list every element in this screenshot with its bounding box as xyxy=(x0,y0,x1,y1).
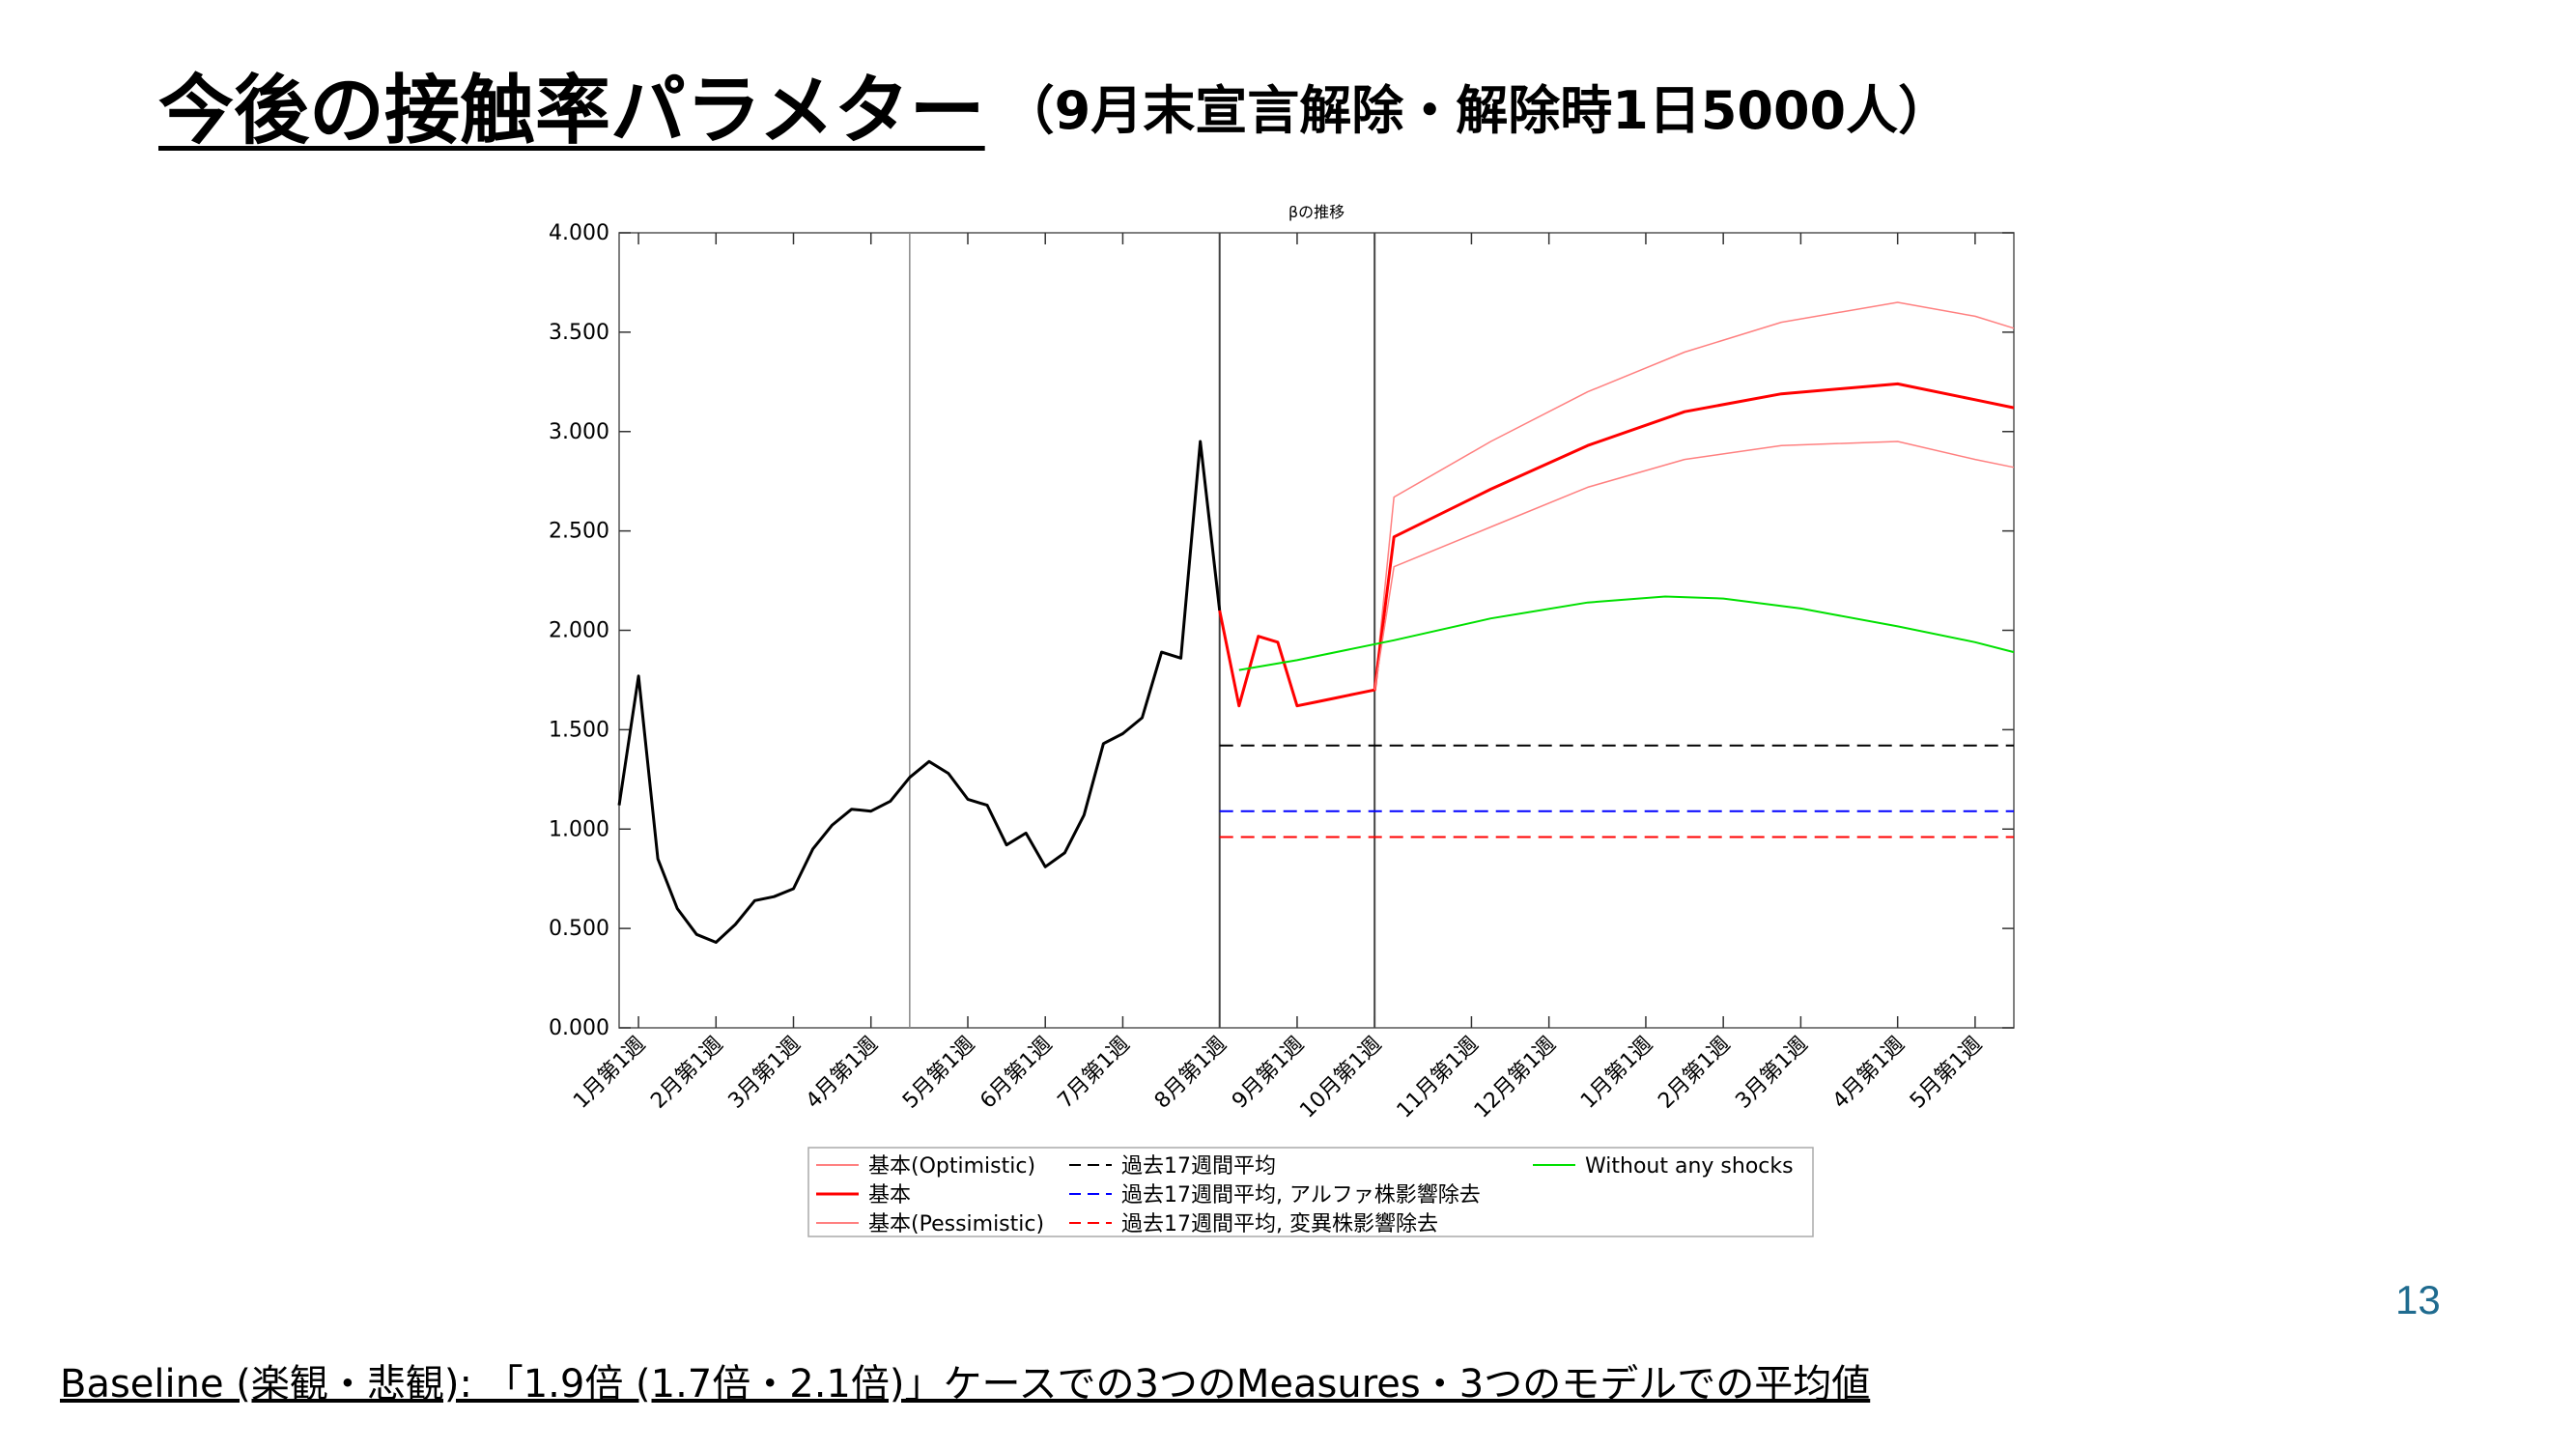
series-line-0 xyxy=(617,440,1222,944)
series-line-2 xyxy=(1218,382,2015,708)
title-sub: （9月末宣言解除・解除時1日5000人） xyxy=(1002,80,1951,141)
legend-label: Without any shocks xyxy=(1585,1154,1794,1179)
x-tick-label: 4月第1週 xyxy=(1828,1033,1910,1114)
slide-title: 今後の接触率パラメター （9月末宣言解除・解除時1日5000人） xyxy=(158,50,1950,158)
y-tick-label: 3.500 xyxy=(549,321,609,345)
y-tick-label: 2.500 xyxy=(549,520,609,544)
x-tick-label: 2月第1週 xyxy=(1654,1033,1735,1114)
series-line-1 xyxy=(1373,301,2015,691)
legend-label: 基本(Optimistic) xyxy=(868,1154,1035,1179)
y-tick-label: 1.500 xyxy=(549,718,609,742)
legend-label: 基本(Pessimistic) xyxy=(868,1212,1044,1236)
title-main: 今後の接触率パラメター xyxy=(158,68,985,155)
y-tick-label: 0.000 xyxy=(549,1016,609,1040)
x-tick-label: 2月第1週 xyxy=(646,1033,727,1114)
series-line-7 xyxy=(1238,595,2015,671)
chart-title: βの推移 xyxy=(1288,203,1345,221)
x-tick-label: 1月第1週 xyxy=(569,1033,650,1114)
y-tick-label: 2.000 xyxy=(549,619,609,643)
plot-frame xyxy=(618,232,2015,1029)
legend-label: 過去17週間平均 xyxy=(1121,1154,1276,1179)
x-tick-label: 8月第1週 xyxy=(1150,1033,1231,1114)
y-tick-label: 0.500 xyxy=(549,917,609,941)
y-tick-label: 4.000 xyxy=(549,221,609,245)
x-tick-label: 11月第1週 xyxy=(1393,1033,1484,1123)
x-tick-label: 7月第1週 xyxy=(1054,1033,1135,1114)
x-tick-label: 6月第1週 xyxy=(976,1033,1057,1114)
legend-label: 基本 xyxy=(868,1183,911,1208)
x-tick-label: 1月第1週 xyxy=(1576,1033,1657,1114)
x-tick-label: 12月第1週 xyxy=(1470,1033,1561,1123)
x-tick-label: 5月第1週 xyxy=(898,1033,979,1114)
legend-box xyxy=(807,1147,1814,1237)
x-tick-label: 5月第1週 xyxy=(1906,1033,1987,1114)
y-tick-label: 3.000 xyxy=(549,420,609,444)
x-tick-label: 3月第1週 xyxy=(724,1033,806,1114)
legend-label: 過去17週間平均, 変異株影響除去 xyxy=(1121,1212,1438,1236)
y-tick-label: 1.000 xyxy=(549,817,609,841)
footer-note: Baseline (楽観・悲観): 「1.9倍 (1.7倍・2.1倍)」ケースで… xyxy=(60,1362,1871,1406)
x-tick-label: 3月第1週 xyxy=(1731,1033,1812,1114)
page-number: 13 xyxy=(2395,1277,2441,1322)
x-tick-label: 9月第1週 xyxy=(1228,1033,1309,1114)
x-tick-label: 4月第1週 xyxy=(802,1033,883,1114)
legend-label: 過去17週間平均, アルファ株影響除去 xyxy=(1121,1183,1481,1208)
x-tick-label: 10月第1週 xyxy=(1295,1033,1386,1123)
series-line-3 xyxy=(1373,440,2015,691)
